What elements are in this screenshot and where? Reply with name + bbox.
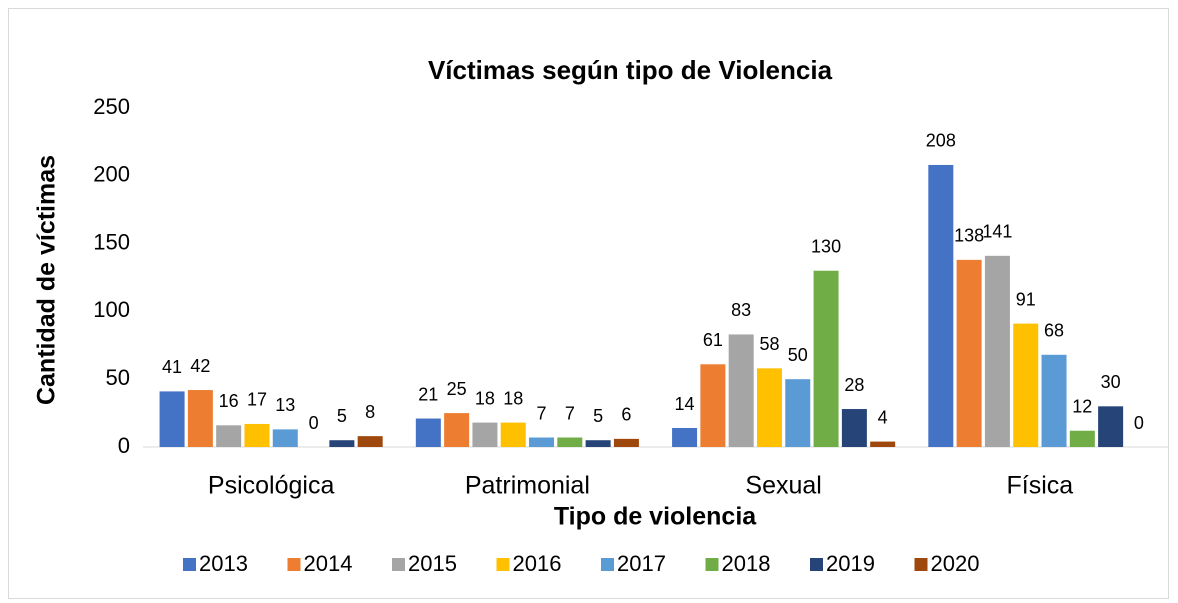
- legend-swatch: [392, 558, 405, 571]
- data-label: 25: [447, 379, 467, 399]
- y-tick-label: 150: [93, 229, 130, 254]
- legend-label: 2013: [199, 551, 248, 576]
- y-tick-label: 50: [106, 365, 130, 390]
- data-label: 0: [309, 413, 319, 433]
- legend-label: 2014: [304, 551, 353, 576]
- bar: [700, 364, 726, 447]
- data-label: 7: [537, 403, 547, 423]
- legend-swatch: [914, 558, 928, 571]
- bar: [159, 391, 185, 447]
- data-label: 68: [1044, 321, 1064, 341]
- legend-label: 2017: [617, 551, 666, 576]
- bar: [557, 437, 583, 447]
- data-label: 14: [675, 394, 695, 414]
- data-label: 208: [926, 131, 956, 151]
- bar: [870, 441, 896, 447]
- data-label: 130: [811, 236, 841, 256]
- data-label: 21: [418, 384, 438, 404]
- bar: [1069, 430, 1095, 447]
- data-label: 5: [593, 406, 603, 426]
- legend-swatch: [705, 558, 719, 571]
- bar: [500, 422, 526, 447]
- bar: [415, 418, 441, 447]
- bar: [1013, 323, 1039, 447]
- legend-label: 2018: [722, 551, 771, 576]
- data-label: 18: [475, 388, 495, 408]
- bar: [728, 334, 754, 447]
- chart-title: Víctimas según tipo de Violencia: [428, 55, 833, 85]
- bar: [244, 423, 270, 447]
- data-label: 16: [219, 391, 239, 411]
- data-label: 5: [337, 406, 347, 426]
- data-label: 6: [621, 405, 631, 425]
- data-label: 30: [1101, 372, 1121, 392]
- data-label: 8: [365, 402, 375, 422]
- x-tick-label: Física: [1007, 472, 1074, 500]
- data-label: 58: [759, 334, 779, 354]
- bar: [585, 440, 611, 447]
- data-label: 0: [1134, 413, 1144, 433]
- bar: [329, 440, 355, 447]
- data-label: 17: [247, 390, 267, 410]
- bar: [756, 368, 782, 447]
- data-label: 83: [731, 300, 751, 320]
- y-tick-label: 250: [93, 94, 130, 119]
- legend-label: 2019: [826, 551, 875, 576]
- legend-swatch: [287, 558, 301, 571]
- data-label: 41: [162, 357, 182, 377]
- bar: [216, 425, 242, 447]
- y-tick-label: 0: [118, 433, 130, 458]
- bar: [472, 422, 498, 447]
- data-label: 28: [844, 375, 864, 395]
- data-label: 13: [275, 395, 295, 415]
- x-tick-label: Patrimonial: [465, 472, 590, 500]
- bar: [785, 379, 811, 447]
- legend-label: 2016: [513, 551, 562, 576]
- data-label: 42: [190, 356, 210, 376]
- bar: [813, 270, 839, 447]
- data-label: 138: [954, 226, 984, 246]
- data-label: 50: [788, 345, 808, 365]
- legend-swatch: [601, 558, 614, 571]
- bar: [672, 428, 698, 447]
- bar: [187, 390, 213, 447]
- data-label: 61: [703, 330, 723, 350]
- x-tick-label: Psicológica: [208, 472, 335, 500]
- bar: [1098, 406, 1124, 447]
- bar: [357, 436, 383, 447]
- data-label: 12: [1072, 396, 1092, 416]
- bar: [529, 437, 555, 447]
- legend-swatch: [496, 558, 510, 571]
- y-tick-label: 100: [93, 297, 130, 322]
- bar: [272, 429, 298, 447]
- y-axis-title: Cantidad de víctimas: [33, 155, 61, 405]
- bar: [1041, 354, 1067, 447]
- bar: [984, 255, 1010, 447]
- bar: [956, 259, 982, 447]
- bar: [444, 413, 470, 447]
- legend-swatch: [810, 558, 823, 571]
- bar: [928, 164, 954, 447]
- data-label: 91: [1016, 289, 1036, 309]
- data-label: 4: [878, 407, 888, 427]
- x-tick-label: Sexual: [745, 472, 821, 500]
- bar: [841, 409, 867, 447]
- data-label: 18: [503, 388, 523, 408]
- legend-label: 2015: [408, 551, 457, 576]
- x-axis-title: Tipo de violencia: [554, 503, 757, 531]
- legend-swatch: [183, 558, 196, 571]
- data-label: 7: [565, 403, 575, 423]
- bar: [613, 438, 639, 447]
- y-tick-label: 200: [93, 162, 130, 187]
- data-label: 141: [982, 222, 1012, 242]
- legend-label: 2020: [931, 551, 980, 576]
